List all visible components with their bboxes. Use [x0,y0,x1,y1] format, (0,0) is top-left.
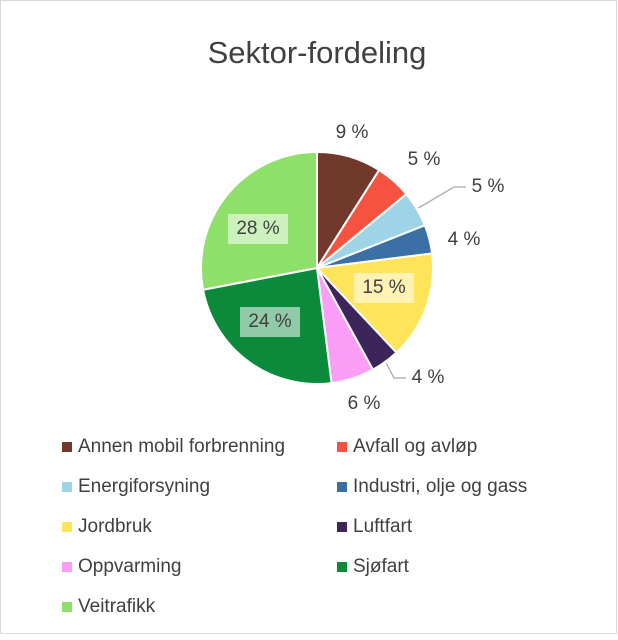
data-label: 15 % [362,277,405,298]
legend-swatch [62,442,72,452]
legend-label: Jordbruk [78,516,152,537]
legend-swatch [337,522,347,532]
legend-label: Energiforsyning [78,476,210,497]
data-label: 4 % [412,367,445,388]
legend-label: Oppvarming [78,556,182,577]
data-label: 24 % [248,311,291,332]
label-box [354,273,414,303]
data-label: 5 % [472,176,505,197]
data-label: 9 % [336,122,369,143]
legend-label: Sjøfart [353,556,410,577]
legend-label: Industri, olje og gass [353,476,527,497]
legend-swatch [62,562,72,572]
data-label: 5 % [408,149,441,170]
leader-line [418,186,466,209]
legend-label: Avfall og avløp [353,436,477,457]
chart-title: Sektor-fordeling [208,35,427,70]
legend-swatch [62,602,72,612]
data-label: 4 % [448,229,481,250]
legend-label: Luftfart [353,516,413,537]
data-label: 6 % [348,393,381,414]
leader-line [385,363,406,379]
legend-swatch [62,482,72,492]
legend-swatch [62,522,72,532]
legend-swatch [337,442,347,452]
data-label: 28 % [236,218,279,239]
legend-label: Veitrafikk [78,596,156,617]
legend-swatch [337,482,347,492]
label-box [228,214,288,244]
label-box [240,307,300,337]
legend-label: Annen mobil forbrenning [78,436,285,457]
legend-swatch [337,562,347,572]
